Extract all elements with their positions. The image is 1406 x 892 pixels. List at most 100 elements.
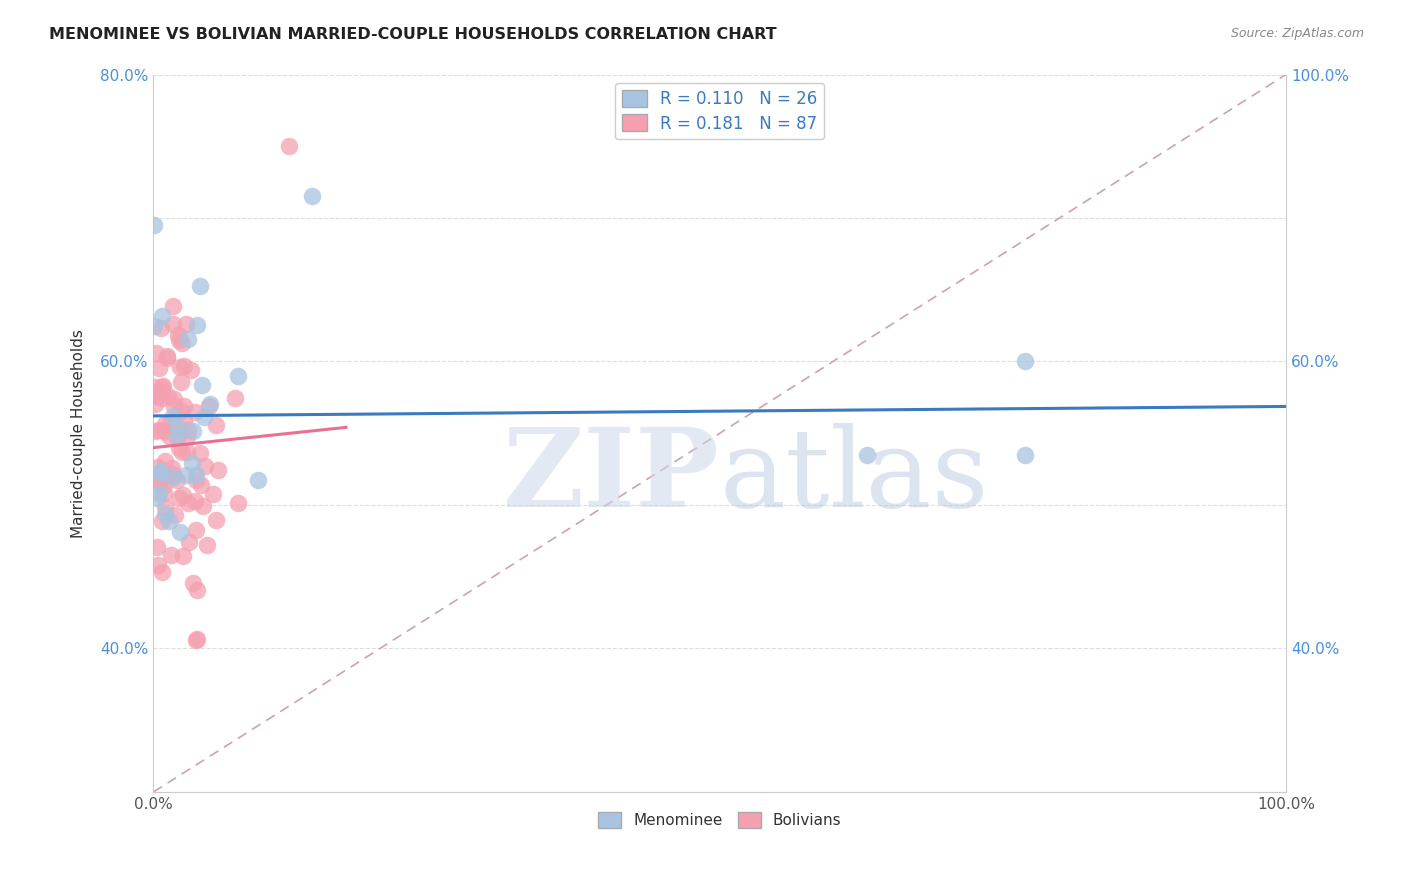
Text: Source: ZipAtlas.com: Source: ZipAtlas.com [1230, 27, 1364, 40]
Point [176, 445, 198, 459]
Text: atlas: atlas [720, 423, 990, 530]
Point [150, 465, 173, 479]
Point [167, 491, 190, 505]
Point [184, 632, 207, 647]
Point [176, 429, 198, 443]
Point [169, 359, 191, 374]
Point [153, 500, 176, 514]
Point [149, 475, 172, 489]
Point [143, 218, 166, 232]
Point [167, 419, 190, 434]
Point [153, 417, 176, 431]
Point [152, 565, 174, 579]
Point [150, 385, 173, 400]
Point [155, 454, 177, 468]
Point [166, 421, 188, 435]
Point [228, 369, 250, 384]
Point [160, 461, 183, 475]
Point [194, 459, 217, 474]
Text: ZIP: ZIP [503, 423, 720, 530]
Point [142, 318, 165, 333]
Point [169, 525, 191, 540]
Point [184, 468, 207, 483]
Point [148, 558, 170, 573]
Point [1014, 354, 1036, 368]
Point [150, 380, 173, 394]
Point [186, 318, 208, 333]
Point [157, 429, 180, 443]
Point [205, 513, 228, 527]
Point [170, 375, 193, 389]
Point [148, 423, 170, 437]
Point [160, 413, 183, 427]
Point [184, 473, 207, 487]
Point [155, 508, 177, 522]
Point [143, 380, 166, 394]
Point [145, 345, 167, 359]
Point [150, 321, 173, 335]
Point [149, 465, 172, 479]
Y-axis label: Married-couple Households: Married-couple Households [72, 329, 86, 538]
Point [172, 549, 194, 564]
Point [148, 360, 170, 375]
Point [166, 430, 188, 444]
Point [143, 386, 166, 401]
Point [184, 405, 207, 419]
Point [1014, 448, 1036, 462]
Point [150, 466, 173, 480]
Point [195, 537, 218, 551]
Point [162, 299, 184, 313]
Point [153, 478, 176, 492]
Point [145, 389, 167, 403]
Point [173, 359, 195, 374]
Point [148, 476, 170, 491]
Point [162, 467, 184, 482]
Point [167, 328, 190, 343]
Point [301, 189, 323, 203]
Point [146, 540, 169, 554]
Point [173, 414, 195, 428]
Point [166, 428, 188, 442]
Point [172, 488, 194, 502]
Point [180, 362, 202, 376]
Point [163, 392, 186, 407]
Point [156, 351, 179, 366]
Point [152, 486, 174, 500]
Point [153, 424, 176, 438]
Point [180, 456, 202, 470]
Point [224, 391, 246, 405]
Point [170, 404, 193, 418]
Point [202, 487, 225, 501]
Point [163, 419, 186, 434]
Point [177, 496, 200, 510]
Point [162, 470, 184, 484]
Point [166, 473, 188, 487]
Point [226, 496, 249, 510]
Point [186, 523, 208, 537]
Legend: Menominee, Bolivians: Menominee, Bolivians [592, 806, 848, 835]
Point [188, 446, 211, 460]
Point [148, 485, 170, 500]
Point [246, 473, 269, 487]
Point [190, 279, 212, 293]
Point [856, 448, 879, 462]
Point [152, 379, 174, 393]
Point [160, 548, 183, 562]
Point [157, 389, 180, 403]
Point [174, 468, 197, 483]
Point [169, 333, 191, 347]
Point [173, 399, 195, 413]
Point [174, 317, 197, 331]
Point [181, 424, 204, 438]
Point [156, 349, 179, 363]
Point [150, 391, 173, 405]
Text: MENOMINEE VS BOLIVIAN MARRIED-COUPLE HOUSEHOLDS CORRELATION CHART: MENOMINEE VS BOLIVIAN MARRIED-COUPLE HOU… [49, 27, 778, 42]
Point [179, 535, 201, 549]
Point [157, 514, 180, 528]
Point [145, 491, 167, 506]
Point [143, 397, 166, 411]
Point [148, 460, 170, 475]
Point [143, 424, 166, 438]
Point [167, 441, 190, 455]
Point [278, 139, 301, 153]
